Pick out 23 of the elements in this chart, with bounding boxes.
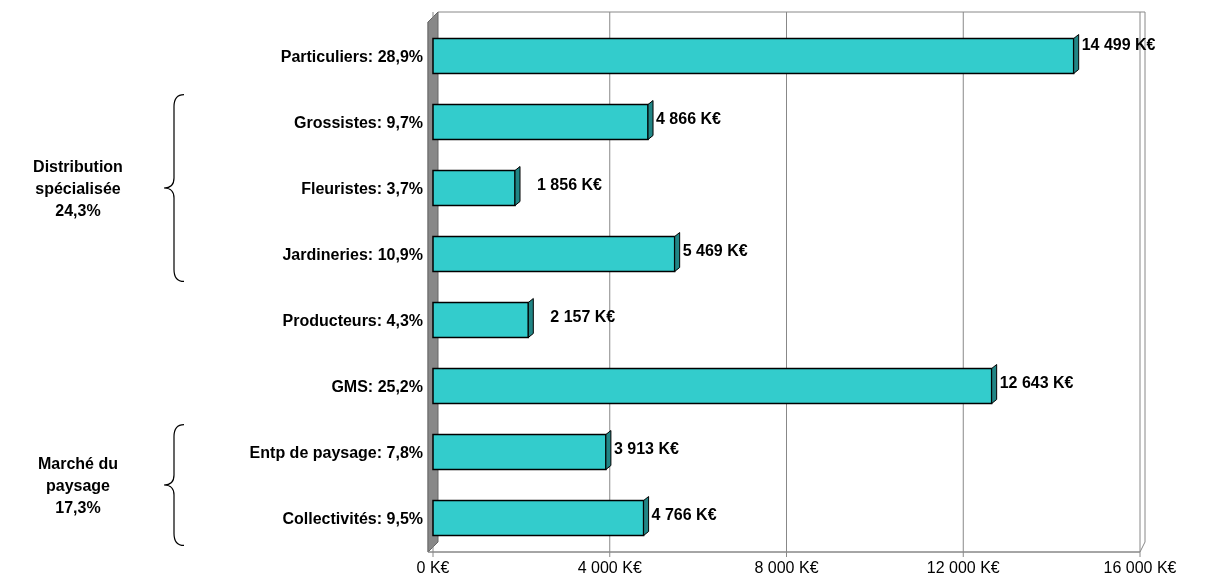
x-tick-label: 16 000 K€: [1103, 559, 1177, 576]
data-label: 3 913 K€: [613, 440, 679, 458]
y-tick-label: Producteurs: 4,3%: [282, 312, 423, 329]
x-tick-label: 8 000 K€: [754, 559, 819, 576]
data-label: 5 469 K€: [682, 242, 748, 259]
y-tick-label: Collectivités: 9,5%: [282, 510, 423, 528]
y-tick-label: Fleuristes: 3,7%: [301, 180, 423, 197]
y-tick-label: GMS: 25,2%: [331, 378, 423, 395]
x-tick-label: 12 000 K€: [926, 559, 1000, 576]
y-tick-label: Entp de paysage: 7,8%: [249, 444, 423, 462]
data-label: 1 856 K€: [537, 176, 603, 193]
x-tick-label: 4 000 K€: [577, 559, 642, 576]
text: Marché du paysage 17,3%: [37, 455, 119, 517]
text: Distribution spécialisée 24,3%: [33, 158, 123, 219]
data-label: 14 499 K€: [1081, 35, 1156, 53]
data-label: 2 157 K€: [550, 308, 616, 325]
y-tick-label: Jardineries: 10,9%: [282, 246, 423, 263]
data-label: 12 643 K€: [999, 374, 1074, 391]
y-tick-label: Grossistes: 9,7%: [294, 113, 423, 131]
data-label: 4 766 K€: [651, 506, 717, 524]
data-label: 4 866 K€: [656, 109, 722, 127]
x-tick-label: 0 K€: [416, 559, 450, 576]
y-tick-label: Particuliers: 28,9%: [280, 47, 423, 65]
